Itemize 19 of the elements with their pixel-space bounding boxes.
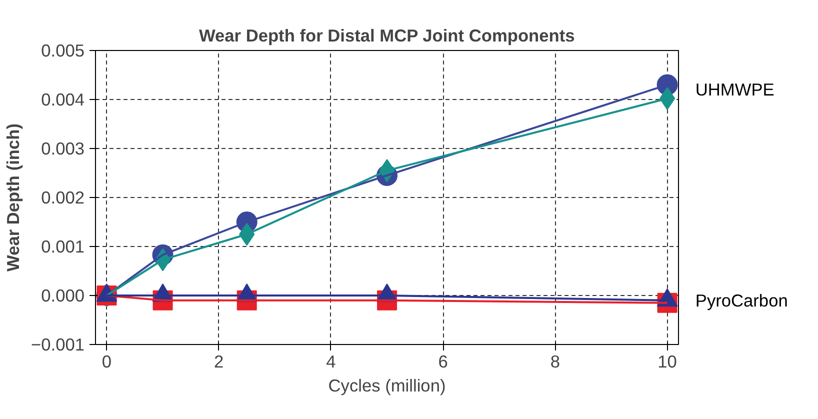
chart-title: Wear Depth for Distal MCP Joint Components xyxy=(198,26,575,46)
x-tick-label: 4 xyxy=(326,352,336,372)
x-tick-label: 8 xyxy=(550,352,560,372)
x-tick-label: 2 xyxy=(214,352,224,372)
y-tick-label: 0.004 xyxy=(41,90,85,110)
x-tick-label: 10 xyxy=(658,352,677,372)
point xyxy=(659,87,676,110)
y-axis-title: Wear Depth (inch) xyxy=(3,124,24,272)
y-tick-label: 0.003 xyxy=(41,138,85,158)
x-tick-label: 0 xyxy=(102,352,112,372)
x-axis-title: Cycles (million) xyxy=(328,376,446,396)
y-tick-label: −0.001 xyxy=(31,334,84,354)
y-tick-label: 0.000 xyxy=(41,286,85,306)
annotation: UHMWPE xyxy=(695,80,774,100)
y-tick-label: 0.005 xyxy=(41,40,85,60)
x-tick-label: 6 xyxy=(438,352,448,372)
y-tick-label: 0.002 xyxy=(41,188,85,208)
annotation: PyroCarbon xyxy=(695,290,788,310)
y-tick-label: 0.001 xyxy=(41,236,85,256)
